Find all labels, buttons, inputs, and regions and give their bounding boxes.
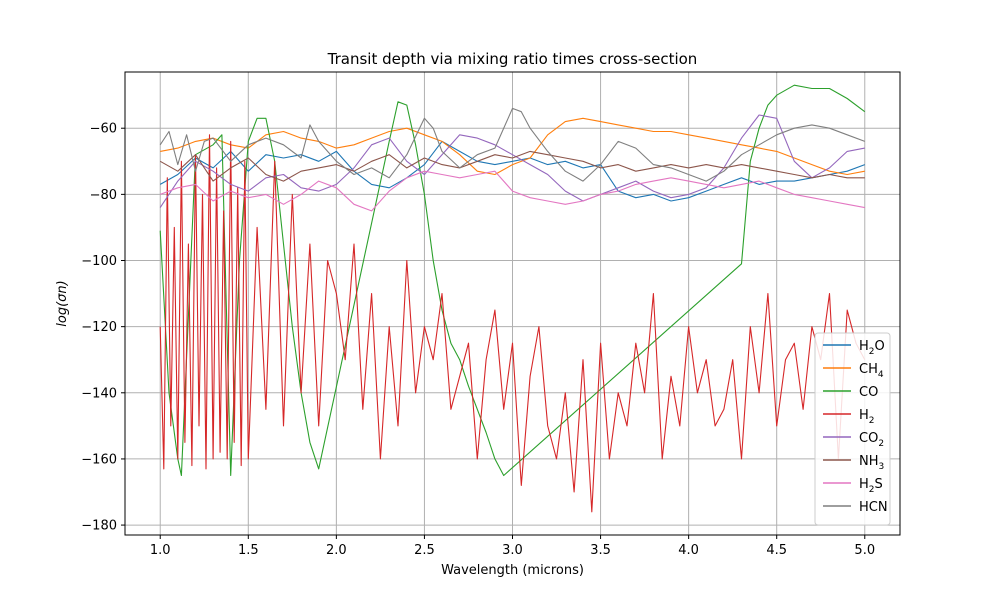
series-line-co2	[159, 114, 865, 208]
series-line-h2	[159, 134, 866, 513]
legend-label-base: HCN	[859, 500, 888, 515]
legend-label-tail: O	[875, 339, 885, 354]
grid	[125, 72, 900, 535]
x-tick-label: 2.0	[326, 543, 347, 558]
legend-label-base: CO	[859, 431, 878, 446]
y-tick-label: −120	[81, 320, 117, 335]
legend-label-subscript: 4	[878, 370, 884, 380]
y-tick-label: −180	[81, 519, 117, 534]
y-tick-label: −160	[81, 452, 117, 467]
x-axis-title: Wavelength (microns)	[441, 563, 584, 578]
x-tick-label: 3.5	[590, 543, 611, 558]
legend-label-subscript: 2	[869, 416, 875, 426]
series-line-hcn	[159, 107, 865, 182]
series-group	[159, 84, 866, 513]
legend-label-base: CH	[859, 362, 878, 377]
series-line-ch4	[160, 117, 865, 176]
axis-ticks: 1.0 1.5 2.0 2.5 3.0 3.5 4.0 4.5 5.0 −180 −160 −140 −…	[81, 122, 875, 558]
x-tick-label: 4.5	[766, 543, 787, 558]
chart-title: Transit depth via mixing ratio times cro…	[327, 50, 698, 68]
x-tick-label: 1.0	[150, 543, 171, 558]
y-axis-title: log(σn)	[55, 280, 70, 326]
legend-label-h2s: H2S	[859, 477, 883, 495]
legend-label-subscript: 2	[869, 347, 875, 357]
y-tick-label: −100	[81, 254, 117, 269]
legend-label-subscript: 3	[879, 462, 885, 472]
y-tick-label: −140	[81, 386, 117, 401]
series-line-h2o	[159, 140, 865, 202]
series-line-h2s	[160, 170, 865, 212]
legend-label-tail: S	[875, 477, 883, 492]
legend-label-h2: H2	[859, 408, 875, 426]
x-tick-label: 4.0	[678, 543, 699, 558]
legend-label-subscript: 2	[869, 485, 875, 495]
series-line-nh3	[159, 150, 865, 182]
legend-label-base: H	[859, 477, 869, 492]
x-tick-label: 1.5	[238, 543, 259, 558]
legend-label-co2: CO2	[859, 431, 884, 449]
legend-label-base: NH	[859, 454, 879, 469]
y-tick-label: −60	[90, 122, 117, 137]
legend-label-base: H	[859, 408, 869, 423]
y-tick-label: −80	[90, 188, 117, 203]
legend-label-nh3: NH3	[859, 454, 884, 472]
legend-label-ch4: CH4	[859, 362, 884, 380]
legend-label-subscript: 2	[878, 439, 884, 449]
x-tick-label: 5.0	[854, 543, 875, 558]
legend-box	[814, 332, 891, 526]
x-tick-label: 3.0	[502, 543, 523, 558]
legend-label-co: CO	[859, 385, 878, 400]
legend-label-base: H	[859, 339, 869, 354]
legend-label-base: CO	[859, 385, 878, 400]
legend-label-h2o: H2O	[859, 339, 885, 357]
legend-label-hcn: HCN	[859, 500, 888, 515]
x-tick-label: 2.5	[414, 543, 435, 558]
series-line-co	[159, 84, 866, 477]
